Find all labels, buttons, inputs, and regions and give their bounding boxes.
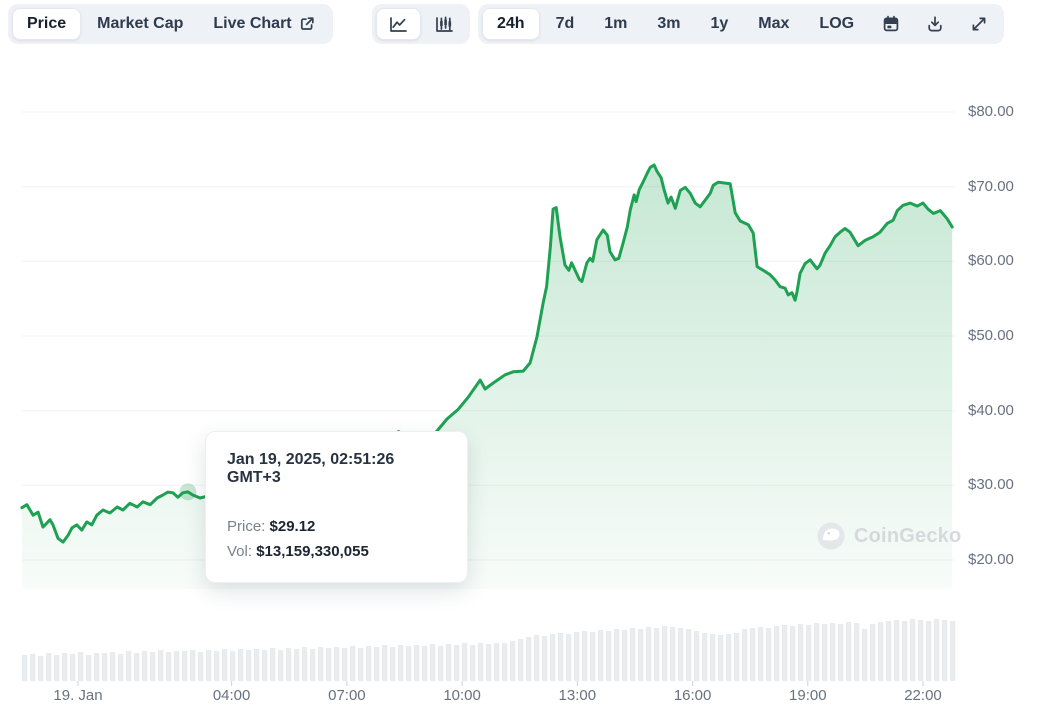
range-24h[interactable]: 24h	[482, 8, 540, 40]
tooltip-price-value: $29.12	[269, 518, 316, 535]
line-chart-icon	[390, 16, 407, 32]
x-axis-label: 19:00	[789, 687, 827, 704]
range-1m[interactable]: 1m	[590, 8, 641, 40]
x-axis-label: 19. Jan	[53, 687, 103, 704]
tab-market-cap[interactable]: Market Cap	[83, 8, 197, 40]
chart-type-toggle	[372, 4, 470, 44]
x-axis-label: 07:00	[328, 687, 366, 704]
tab-live-chart[interactable]: Live Chart	[199, 8, 328, 40]
time-range-group: 24h 7d 1m 3m 1y Max LOG	[478, 4, 1005, 44]
y-axis-label: $80.00	[968, 103, 1014, 120]
y-axis-label: $30.00	[968, 476, 1014, 494]
tooltip-volume-label: Vol:	[227, 543, 253, 560]
chart-toolbar: Price Market Cap Live Chart	[0, 0, 1038, 48]
external-link-icon	[300, 17, 314, 30]
download-button[interactable]	[914, 8, 956, 40]
x-axis-label: 10:00	[443, 687, 481, 704]
range-3m[interactable]: 3m	[643, 8, 694, 40]
chart-tooltip: Jan 19, 2025, 02:51:26 GMT+3 Price: $29.…	[205, 431, 468, 583]
line-chart-button[interactable]	[376, 8, 421, 40]
download-icon	[928, 16, 942, 32]
log-scale-button[interactable]: LOG	[805, 8, 868, 40]
candlestick-chart-icon	[436, 16, 453, 32]
watermark-text: CoinGecko	[854, 524, 962, 547]
tab-live-chart-label: Live Chart	[213, 15, 292, 32]
gecko-logo-icon	[817, 522, 845, 550]
range-max[interactable]: Max	[744, 8, 803, 40]
range-7d[interactable]: 7d	[542, 8, 589, 40]
tooltip-volume-value: $13,159,330,055	[256, 543, 369, 560]
x-axis-label: 16:00	[673, 687, 712, 704]
y-axis-label: $70.00	[968, 177, 1014, 195]
y-axis-label: $20.00	[968, 551, 1014, 568]
tab-price[interactable]: Price	[12, 8, 82, 40]
fullscreen-button[interactable]	[958, 8, 1000, 40]
y-axis-label: $50.00	[968, 327, 1014, 344]
x-axis-label: 13:00	[558, 687, 597, 704]
y-axis-label: $40.00	[968, 401, 1014, 419]
x-axis-label: 04:00	[212, 687, 251, 704]
fullscreen-icon	[972, 17, 986, 31]
metric-tab-group: Price Market Cap Live Chart	[8, 4, 333, 44]
tooltip-volume-row: Vol: $13,159,330,055	[227, 539, 446, 564]
tooltip-price-label: Price:	[227, 518, 266, 535]
calendar-button[interactable]	[870, 8, 912, 40]
coingecko-watermark: CoinGecko	[816, 521, 961, 551]
candlestick-chart-button[interactable]	[423, 8, 466, 40]
y-axis-label: $60.00	[968, 252, 1014, 270]
x-axis-label: 22:00	[904, 687, 942, 704]
calendar-icon	[883, 15, 899, 32]
range-1y[interactable]: 1y	[697, 8, 743, 40]
tooltip-timestamp: Jan 19, 2025, 02:51:26 GMT+3	[227, 451, 395, 486]
hover-marker	[179, 483, 197, 501]
tooltip-price-row: Price: $29.12	[227, 514, 446, 539]
